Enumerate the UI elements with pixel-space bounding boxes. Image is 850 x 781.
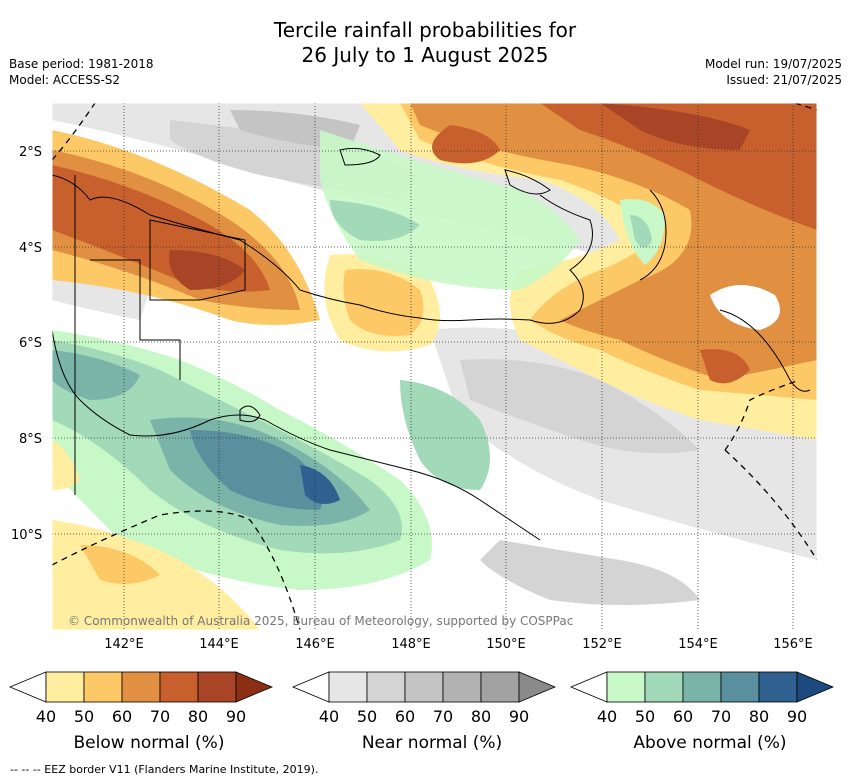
colorbar-upper-extend bbox=[796, 671, 835, 703]
eez-footnote: -- -- -- EEZ border V11 (Flanders Marine… bbox=[10, 763, 319, 776]
colorbar-tick: 70 bbox=[150, 707, 170, 726]
colorbar-segment bbox=[404, 671, 444, 703]
colorbar-segment bbox=[606, 671, 646, 703]
copyright-notice: © Commonwealth of Australia 2025, Bureau… bbox=[68, 614, 573, 628]
colorbar-tick: 50 bbox=[74, 707, 94, 726]
colorbar-tick: 60 bbox=[112, 707, 132, 726]
colorbar-tick: 80 bbox=[749, 707, 769, 726]
colorbar-tick: 40 bbox=[36, 707, 56, 726]
colorbar-tick: 90 bbox=[787, 707, 807, 726]
colorbar-tick: 60 bbox=[673, 707, 693, 726]
lon-label: 154°E bbox=[678, 637, 718, 652]
colorbar-tick: 80 bbox=[188, 707, 208, 726]
colorbar-segment bbox=[366, 671, 406, 703]
colorbar-tick: 80 bbox=[471, 707, 491, 726]
lon-label: 148°E bbox=[391, 637, 431, 652]
colorbar-segment bbox=[682, 671, 722, 703]
colorbar-tick: 90 bbox=[509, 707, 529, 726]
colorbar: 40 50 60 70 80 90 Near normal (%) bbox=[291, 671, 557, 753]
meta-left: Base period: 1981-2018 Model: ACCESS-S2 bbox=[9, 56, 154, 88]
colorbar-segment bbox=[328, 671, 368, 703]
colorbar-lower-extend bbox=[569, 671, 608, 703]
colorbar-label: Above normal (%) bbox=[633, 733, 786, 753]
base-period: Base period: 1981-2018 bbox=[9, 57, 154, 71]
meta-right: Model run: 19/07/2025 Issued: 21/07/2025 bbox=[705, 56, 842, 88]
colorbar-lower-extend bbox=[291, 671, 330, 703]
colorbar-segment bbox=[442, 671, 482, 703]
map-area: © Commonwealth of Australia 2025, Bureau… bbox=[52, 103, 817, 630]
colorbar-segment bbox=[159, 671, 199, 703]
colorbar-tick: 70 bbox=[433, 707, 453, 726]
lon-label: 144°E bbox=[199, 637, 239, 652]
colorbar-segment bbox=[758, 671, 798, 703]
colorbar-tick: 40 bbox=[597, 707, 617, 726]
lon-label: 152°E bbox=[582, 637, 622, 652]
colorbar-segment bbox=[480, 671, 520, 703]
colorbar-segment bbox=[121, 671, 161, 703]
model-name: Model: ACCESS-S2 bbox=[9, 73, 121, 87]
colorbar-label: Near normal (%) bbox=[362, 733, 502, 753]
colorbar-segment bbox=[45, 671, 85, 703]
colorbar-upper-extend bbox=[235, 671, 274, 703]
colorbar-upper-extend bbox=[518, 671, 557, 703]
lat-label: 8°S bbox=[19, 432, 42, 447]
lat-label: 6°S bbox=[19, 336, 42, 351]
colorbar-segment bbox=[83, 671, 123, 703]
lon-label: 142°E bbox=[104, 637, 144, 652]
lon-label: 146°E bbox=[295, 637, 335, 652]
colorbar-tick: 50 bbox=[357, 707, 377, 726]
lat-label: 2°S bbox=[19, 145, 42, 160]
lon-label: 156°E bbox=[773, 637, 813, 652]
colorbar-tick: 70 bbox=[711, 707, 731, 726]
model-run: Model run: 19/07/2025 bbox=[704, 57, 842, 71]
colorbar-label: Below normal (%) bbox=[74, 733, 225, 753]
map-title: Tercile rainfall probabilities for 26 Ju… bbox=[273, 18, 577, 67]
colorbar-tick: 60 bbox=[395, 707, 415, 726]
lat-label: 10°S bbox=[11, 528, 42, 543]
colorbar-segment bbox=[720, 671, 760, 703]
colorbar-lower-extend bbox=[8, 671, 47, 703]
colorbar-tick: 40 bbox=[319, 707, 339, 726]
colorbar-segment bbox=[644, 671, 684, 703]
issued-date: Issued: 21/07/2025 bbox=[726, 73, 842, 87]
lon-label: 150°E bbox=[486, 637, 526, 652]
colorbar-segment bbox=[197, 671, 237, 703]
lat-label: 4°S bbox=[19, 241, 42, 256]
colorbar-tick: 50 bbox=[635, 707, 655, 726]
colorbar-tick: 90 bbox=[226, 707, 246, 726]
